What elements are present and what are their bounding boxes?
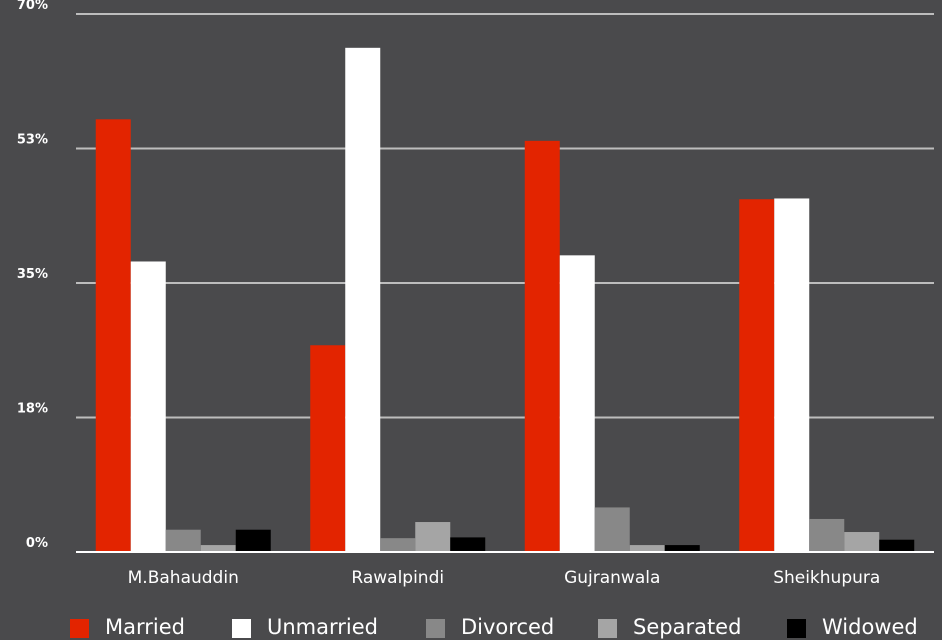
x-category-label: Rawalpindi	[351, 568, 444, 588]
y-axis-ticks: 0% 18% 35% 53% 70%	[17, 0, 48, 551]
bar-married-gujranwala	[524, 140, 560, 553]
bar-married-rawalpindi	[310, 345, 346, 552]
legend-label-unmarried: Unmarried	[267, 615, 378, 639]
y-tick-label: 0%	[26, 536, 48, 551]
bar-widowed-m-bahauddin	[235, 529, 271, 552]
bar-divorced-gujranwala	[594, 507, 630, 552]
legend: Married Unmarried Divorced Separated Widowed	[70, 615, 918, 639]
bar-widowed-gujranwala	[664, 545, 700, 552]
bar-separated-rawalpindi	[415, 522, 451, 552]
x-axis-category-labels: M.Bahauddin Rawalpindi Gujranwala Sheikhupu…	[128, 568, 881, 588]
y-tick-label: 70%	[17, 0, 48, 13]
bar-widowed-sheikhupura	[879, 539, 915, 552]
legend-swatch-divorced	[426, 619, 445, 638]
legend-swatch-separated	[598, 619, 617, 638]
bars	[95, 47, 915, 553]
x-category-label: Gujranwala	[564, 568, 660, 588]
x-category-label: M.Bahauddin	[128, 568, 239, 588]
x-category-label: Sheikhupura	[773, 568, 880, 588]
legend-swatch-unmarried	[232, 619, 251, 638]
bar-unmarried-rawalpindi	[345, 47, 381, 553]
y-tick-label: 18%	[17, 402, 48, 417]
bar-separated-sheikhupura	[844, 532, 880, 552]
legend-swatch-widowed	[787, 619, 806, 638]
bar-divorced-sheikhupura	[809, 518, 845, 552]
legend-label-widowed: Widowed	[822, 615, 918, 639]
bar-unmarried-m-bahauddin	[130, 261, 166, 552]
legend-label-married: Married	[105, 615, 185, 639]
bar-unmarried-sheikhupura	[774, 198, 810, 552]
bar-separated-m-bahauddin	[200, 545, 236, 552]
legend-label-divorced: Divorced	[461, 615, 554, 639]
legend-swatch-married	[70, 619, 89, 638]
y-tick-label: 53%	[17, 133, 48, 148]
legend-label-separated: Separated	[633, 615, 741, 639]
bar-widowed-rawalpindi	[450, 537, 486, 552]
bar-married-sheikhupura	[739, 199, 775, 552]
bar-married-m-bahauddin	[95, 119, 131, 553]
bar-unmarried-gujranwala	[559, 255, 595, 552]
bar-divorced-rawalpindi	[380, 538, 416, 552]
bar-divorced-m-bahauddin	[165, 529, 201, 552]
bar-separated-gujranwala	[629, 545, 665, 552]
y-tick-label: 35%	[17, 267, 48, 282]
